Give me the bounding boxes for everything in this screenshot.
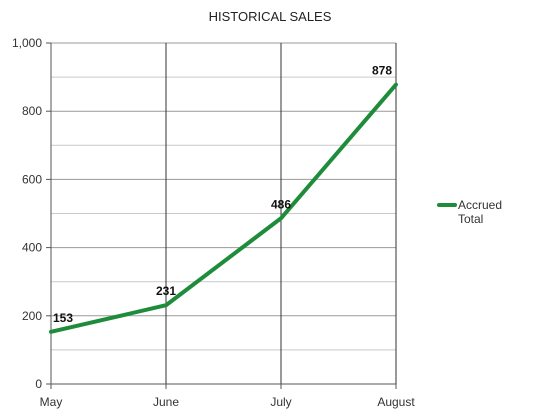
data-labels: 153 231 486 878 — [53, 64, 392, 325]
legend: Accrued Total — [437, 198, 502, 226]
data-label: 878 — [372, 64, 392, 78]
x-tick-label: June — [153, 395, 179, 409]
chart-title: HISTORICAL SALES — [209, 9, 332, 24]
chart-grid — [51, 42, 397, 385]
series-line — [49, 82, 398, 334]
chart-axes — [46, 43, 396, 388]
y-tick-label: 0 — [35, 377, 42, 391]
data-label: 153 — [53, 311, 73, 325]
y-tick-label: 200 — [22, 309, 42, 323]
y-tick-label: 400 — [22, 241, 42, 255]
data-label: 486 — [271, 197, 291, 211]
x-tick-label: August — [377, 395, 415, 409]
y-tick-label: 600 — [22, 172, 42, 186]
y-tick-label: 800 — [22, 104, 42, 118]
x-tick-label: July — [270, 395, 291, 409]
series-group — [49, 82, 398, 334]
y-tick-label: 1,000 — [12, 36, 42, 50]
data-label: 231 — [156, 284, 176, 298]
y-axis-ticks: 0 200 400 600 800 1,000 — [12, 36, 51, 391]
x-tick-label: May — [40, 395, 63, 409]
legend-label: Accrued Total — [458, 198, 502, 226]
x-axis-ticks: May June July August — [40, 384, 415, 409]
